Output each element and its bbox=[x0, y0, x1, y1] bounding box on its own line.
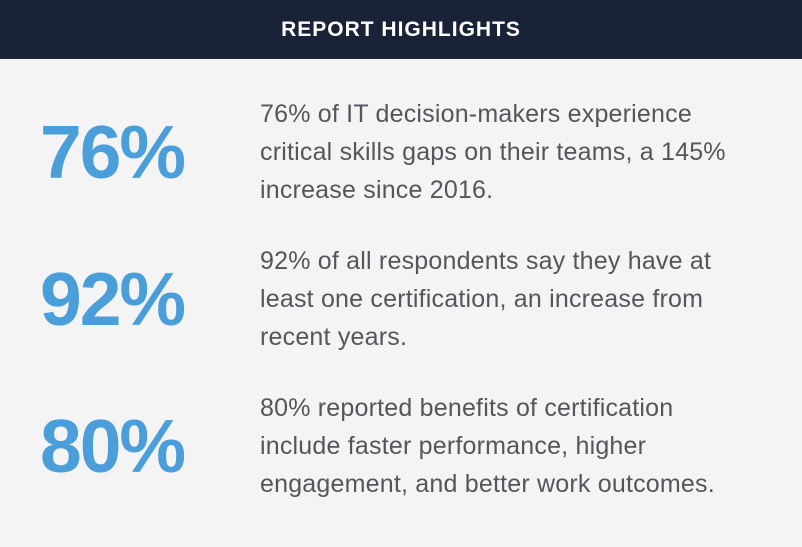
header-bar: REPORT HIGHLIGHTS bbox=[0, 0, 802, 59]
stat-value-92: 92% bbox=[40, 256, 186, 341]
stat-description-76: 76% of IT decision-makers experience cri… bbox=[260, 100, 726, 204]
stat-description-92: 92% of all respondents say they have at … bbox=[260, 247, 712, 351]
page-title: REPORT HIGHLIGHTS bbox=[281, 17, 521, 41]
stats-list: 76% 76% of IT decision-makers experience… bbox=[0, 59, 802, 503]
stat-value-76: 76% bbox=[40, 109, 186, 194]
stat-value-80: 80% bbox=[40, 403, 186, 488]
stat-description-80: 80% reported benefits of certification i… bbox=[260, 394, 715, 498]
stat-row-92: 92% 92% of all respondents say they have… bbox=[40, 242, 762, 356]
stat-row-76: 76% 76% of IT decision-makers experience… bbox=[40, 95, 762, 209]
stat-row-80: 80% 80% reported benefits of certificati… bbox=[40, 389, 762, 503]
